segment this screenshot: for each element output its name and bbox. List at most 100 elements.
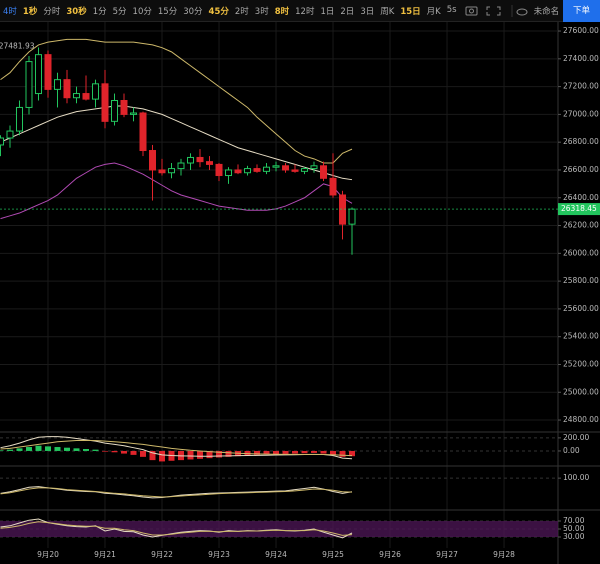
y-tick-label: 24800.00 xyxy=(563,415,599,424)
candle-body xyxy=(15,106,23,132)
candle-body xyxy=(282,165,290,171)
macd-bar xyxy=(120,450,127,454)
y-tick-label: 27400.00 xyxy=(563,54,599,63)
candle-body xyxy=(291,169,299,172)
candle-body xyxy=(301,168,309,172)
candle-body xyxy=(196,156,204,163)
indicator-line xyxy=(0,105,353,181)
macd-bar xyxy=(216,450,223,458)
interval-button[interactable]: 10分 xyxy=(132,6,152,17)
x-tick-label: 9月20 xyxy=(37,550,59,559)
interval-button[interactable]: 3时 xyxy=(254,6,269,17)
interval-button[interactable]: 月K xyxy=(426,6,441,17)
x-tick-label: 9月26 xyxy=(379,550,401,559)
candle-body xyxy=(34,54,42,95)
band xyxy=(0,521,558,537)
macd-bar xyxy=(6,449,13,451)
macd-bar xyxy=(187,450,194,460)
interval-button[interactable]: 12时 xyxy=(295,6,315,17)
macd-bar xyxy=(225,450,232,457)
y-tick-label: 26000.00 xyxy=(563,248,599,257)
indicator-line xyxy=(0,38,353,164)
interval-button[interactable]: 1秒 xyxy=(22,6,38,17)
candle-body xyxy=(6,130,14,139)
interval-button[interactable]: 2时 xyxy=(234,6,249,17)
candle-body xyxy=(225,169,233,177)
x-tick-label: 9月24 xyxy=(265,550,287,559)
indicator-line xyxy=(0,487,353,498)
interval-button[interactable]: 4时 xyxy=(3,6,17,17)
y-tick-label: 27600.00 xyxy=(563,26,599,35)
macd-bar xyxy=(197,450,204,459)
interval-button[interactable]: 45分 xyxy=(208,6,229,17)
macd-bar xyxy=(320,450,327,454)
y-tick-label: 27000.00 xyxy=(563,109,599,118)
macd-bar xyxy=(273,450,280,455)
y-tick-label: 26400.00 xyxy=(563,193,599,202)
candle-body xyxy=(263,166,271,172)
interval-button[interactable]: 1日 xyxy=(320,6,335,17)
interval-button[interactable]: 分时 xyxy=(43,6,61,17)
candle-body xyxy=(348,208,356,225)
interval-button[interactable]: 30分 xyxy=(183,6,203,17)
interval-button[interactable]: 3日 xyxy=(360,6,375,17)
interval-button[interactable]: 2日 xyxy=(340,6,355,17)
macd-bar xyxy=(25,447,32,451)
layout-name[interactable]: 未命名 xyxy=(533,6,560,17)
macd-bar xyxy=(44,446,51,451)
high-label: 27481.93 xyxy=(0,41,35,50)
interval-button[interactable]: 5分 xyxy=(112,6,127,17)
x-tick-label: 9月28 xyxy=(493,550,515,559)
candle-body xyxy=(310,165,318,170)
macd-bar xyxy=(101,450,108,452)
macd-bar xyxy=(92,449,99,451)
interval-button[interactable]: 1分 xyxy=(92,6,107,17)
y-tick-label: 25000.00 xyxy=(563,387,599,396)
candle-body xyxy=(253,168,261,172)
y-tick-label: 70.00 xyxy=(563,516,585,525)
macd-bar xyxy=(292,450,299,454)
candle-body xyxy=(139,112,147,152)
macd-bar xyxy=(130,450,137,455)
y-tick-label: 25200.00 xyxy=(563,359,599,368)
candle-body xyxy=(101,83,109,122)
candle-body xyxy=(111,99,119,122)
candle-body xyxy=(234,169,242,174)
y-tick-label: 26800.00 xyxy=(563,137,599,146)
interval-button[interactable]: 8时 xyxy=(274,6,290,17)
macd-bar xyxy=(83,449,90,451)
macd-bar xyxy=(35,445,42,451)
camera-icon[interactable] xyxy=(465,6,478,15)
cloud-icon[interactable] xyxy=(516,8,528,15)
candle-body xyxy=(72,93,80,99)
interval-button[interactable]: 5s xyxy=(446,4,457,15)
camera-lens xyxy=(468,8,474,13)
order-button[interactable]: 下单 xyxy=(562,0,600,22)
fullscreen-icon[interactable] xyxy=(486,6,501,15)
indicator-line xyxy=(0,162,353,220)
candle-body xyxy=(53,79,61,90)
candle-body xyxy=(130,112,138,115)
candle-body xyxy=(91,83,99,100)
y-tick-label: 26200.00 xyxy=(563,221,599,230)
interval-button[interactable]: 30秒 xyxy=(66,6,87,17)
macd-bar xyxy=(349,450,356,457)
interval-button[interactable]: 15日 xyxy=(400,6,421,17)
interval-button[interactable]: 周K xyxy=(380,6,395,17)
macd-bar xyxy=(263,450,270,455)
candle-body xyxy=(187,156,195,164)
x-tick-label: 9月27 xyxy=(436,550,458,559)
tool-icons xyxy=(465,4,528,17)
macd-bar xyxy=(149,450,156,461)
macd-bar xyxy=(206,450,213,459)
y-tick-label: 100.00 xyxy=(563,473,589,482)
candle-body xyxy=(25,61,33,108)
macd-bar xyxy=(339,450,346,457)
macd-bar xyxy=(0,450,4,451)
toolbar: 4时 1秒 分时 30秒 1分 5分 10分 15分 30分 45分 2时 3时 8时 12时 1日 2日 3日… xyxy=(0,0,600,22)
y-tick-label: 30.00 xyxy=(563,532,585,541)
candle-body xyxy=(244,168,252,174)
interval-button[interactable]: 15分 xyxy=(157,6,178,17)
